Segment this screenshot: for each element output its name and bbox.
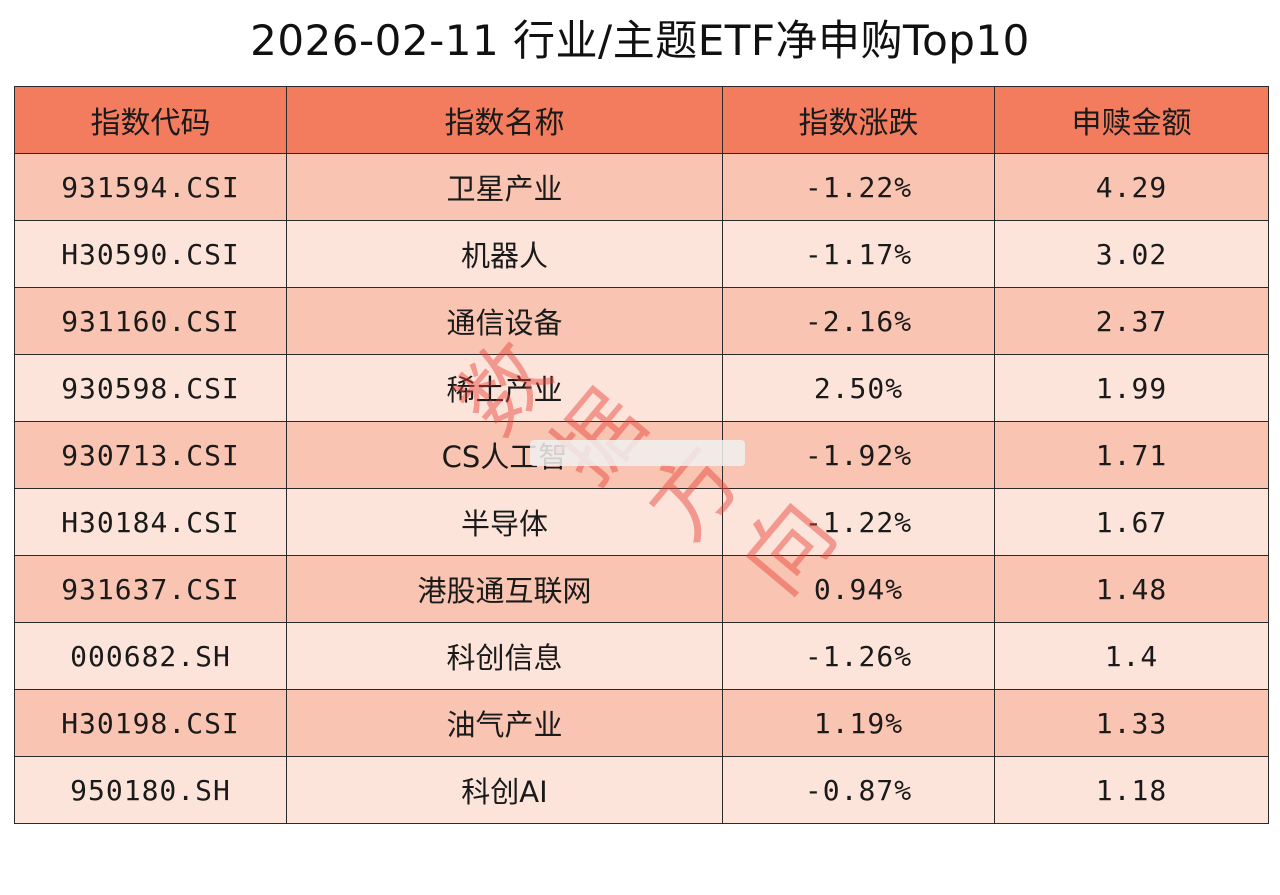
cell-index-code: 950180.SH	[14, 756, 287, 824]
header-index-change: 指数涨跌	[722, 86, 995, 154]
cell-net-amount: 3.02	[994, 220, 1269, 288]
cell-index-name: 港股通互联网	[286, 555, 723, 623]
cell-index-change: -0.87%	[722, 756, 995, 824]
cell-index-code: H30184.CSI	[14, 488, 287, 556]
cell-net-amount: 1.67	[994, 488, 1269, 556]
cell-index-code: 000682.SH	[14, 622, 287, 690]
cell-index-change: -1.17%	[722, 220, 995, 288]
cell-index-code: H30590.CSI	[14, 220, 287, 288]
cell-index-name: 油气产业	[286, 689, 723, 757]
cell-index-change: 0.94%	[722, 555, 995, 623]
table-row: 931594.CSI 卫星产业 -1.22% 4.29	[14, 153, 1269, 221]
table-row: H30198.CSI 油气产业 1.19% 1.33	[14, 689, 1269, 757]
cell-index-change: -1.26%	[722, 622, 995, 690]
header-index-name: 指数名称	[286, 86, 723, 154]
cell-index-name: CS人工智	[286, 421, 723, 489]
header-net-amount: 申赎金额	[994, 86, 1269, 154]
cell-index-code: 931594.CSI	[14, 153, 287, 221]
cell-index-name: 科创信息	[286, 622, 723, 690]
cell-index-change: 1.19%	[722, 689, 995, 757]
cell-index-change: -2.16%	[722, 287, 995, 355]
cell-net-amount: 1.48	[994, 555, 1269, 623]
table-row: H30184.CSI 半导体 -1.22% 1.67	[14, 488, 1269, 556]
cell-net-amount: 2.37	[994, 287, 1269, 355]
header-index-code: 指数代码	[14, 86, 287, 154]
etf-top10-table: 指数代码 指数名称 指数涨跌 申赎金额 931594.CSI 卫星产业 -1.2…	[14, 86, 1269, 824]
cell-index-code: 931160.CSI	[14, 287, 287, 355]
cell-index-name: 通信设备	[286, 287, 723, 355]
table-row: 000682.SH 科创信息 -1.26% 1.4	[14, 622, 1269, 690]
cell-index-change: -1.22%	[722, 488, 995, 556]
cell-index-name: 卫星产业	[286, 153, 723, 221]
table-header-row: 指数代码 指数名称 指数涨跌 申赎金额	[14, 86, 1269, 154]
cell-net-amount: 1.33	[994, 689, 1269, 757]
cell-index-change: -1.22%	[722, 153, 995, 221]
cell-index-code: 930598.CSI	[14, 354, 287, 422]
cell-net-amount: 1.71	[994, 421, 1269, 489]
cell-index-name: 科创AI	[286, 756, 723, 824]
table-row: 930598.CSI 稀土产业 2.50% 1.99	[14, 354, 1269, 422]
page-title: 2026-02-11 行业/主题ETF净申购Top10	[250, 16, 1030, 65]
table-row: H30590.CSI 机器人 -1.17% 3.02	[14, 220, 1269, 288]
table-row: 931637.CSI 港股通互联网 0.94% 1.48	[14, 555, 1269, 623]
cell-index-code: 931637.CSI	[14, 555, 287, 623]
cell-net-amount: 1.4	[994, 622, 1269, 690]
cell-net-amount: 1.99	[994, 354, 1269, 422]
table-row: 931160.CSI 通信设备 -2.16% 2.37	[14, 287, 1269, 355]
cell-index-code: H30198.CSI	[14, 689, 287, 757]
cell-net-amount: 4.29	[994, 153, 1269, 221]
cell-index-code: 930713.CSI	[14, 421, 287, 489]
cell-net-amount: 1.18	[994, 756, 1269, 824]
cell-index-change: 2.50%	[722, 354, 995, 422]
cell-index-change: -1.92%	[722, 421, 995, 489]
cell-index-name: 半导体	[286, 488, 723, 556]
table-row: 930713.CSI CS人工智 -1.92% 1.71	[14, 421, 1269, 489]
cell-index-name: 机器人	[286, 220, 723, 288]
table-row: 950180.SH 科创AI -0.87% 1.18	[14, 756, 1269, 824]
cell-index-name: 稀土产业	[286, 354, 723, 422]
